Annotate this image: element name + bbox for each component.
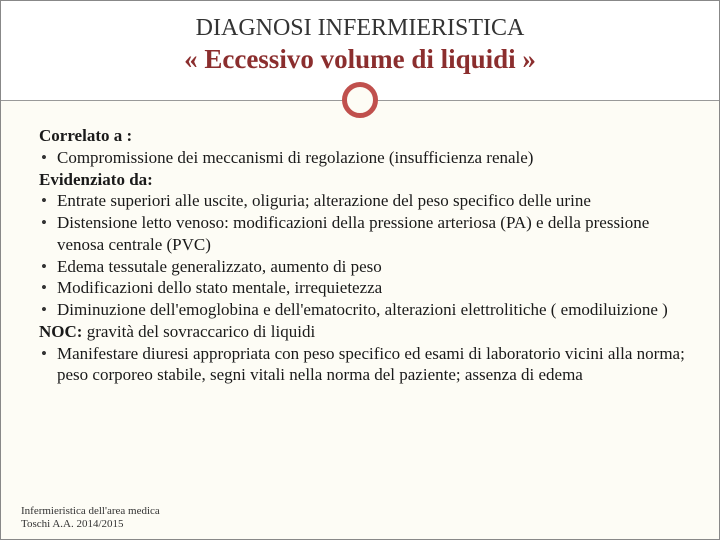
bullet-text: Modificazioni dello stato mentale, irreq… [57, 277, 689, 299]
bullet-icon: • [39, 190, 57, 212]
list-item: • Modificazioni dello stato mentale, irr… [39, 277, 689, 299]
evidenziato-label: Evidenziato da: [39, 170, 153, 189]
noc-section: NOC: gravità del sovraccarico di liquidi [39, 321, 689, 343]
footer-line-1: Infermieristica dell'area medica [21, 505, 160, 518]
bullet-text: Edema tessutale generalizzato, aumento d… [57, 256, 689, 278]
list-item: • Distensione letto venoso: modificazion… [39, 212, 689, 256]
bullet-icon: • [39, 299, 57, 321]
circle-decoration-icon [342, 82, 378, 118]
list-item: • Compromissione dei meccanismi di regol… [39, 147, 689, 169]
bullet-icon: • [39, 212, 57, 234]
bullet-icon: • [39, 277, 57, 299]
list-item: • Diminuzione dell'emoglobina e dell'ema… [39, 299, 689, 321]
footer-line-2: Toschi A.A. 2014/2015 [21, 518, 160, 531]
bullet-text: Distensione letto venoso: modificazioni … [57, 212, 689, 256]
bullet-text: Entrate superiori alle uscite, oliguria;… [57, 190, 689, 212]
noc-label: NOC: [39, 322, 82, 341]
list-item: • Manifestare diuresi appropriata con pe… [39, 343, 689, 387]
slide-container: DIAGNOSI INFERMIERISTICA « Eccessivo vol… [0, 0, 720, 540]
title-line-1: DIAGNOSI INFERMIERISTICA [21, 15, 699, 42]
slide-header: DIAGNOSI INFERMIERISTICA « Eccessivo vol… [1, 1, 719, 101]
bullet-icon: • [39, 343, 57, 365]
title-line-2: « Eccessivo volume di liquidi » [21, 44, 699, 75]
bullet-text: Compromissione dei meccanismi di regolaz… [57, 147, 689, 169]
slide-footer: Infermieristica dell'area medica Toschi … [21, 505, 160, 531]
bullet-text: Manifestare diuresi appropriata con peso… [57, 343, 689, 387]
slide-content: Correlato a : • Compromissione dei mecca… [1, 101, 719, 396]
evidenziato-section: Evidenziato da: [39, 169, 689, 191]
bullet-icon: • [39, 256, 57, 278]
noc-text: gravità del sovraccarico di liquidi [82, 322, 315, 341]
bullet-icon: • [39, 147, 57, 169]
correlato-section: Correlato a : [39, 125, 689, 147]
correlato-label: Correlato a : [39, 126, 132, 145]
list-item: • Edema tessutale generalizzato, aumento… [39, 256, 689, 278]
list-item: • Entrate superiori alle uscite, oliguri… [39, 190, 689, 212]
bullet-text: Diminuzione dell'emoglobina e dell'emato… [57, 299, 689, 321]
